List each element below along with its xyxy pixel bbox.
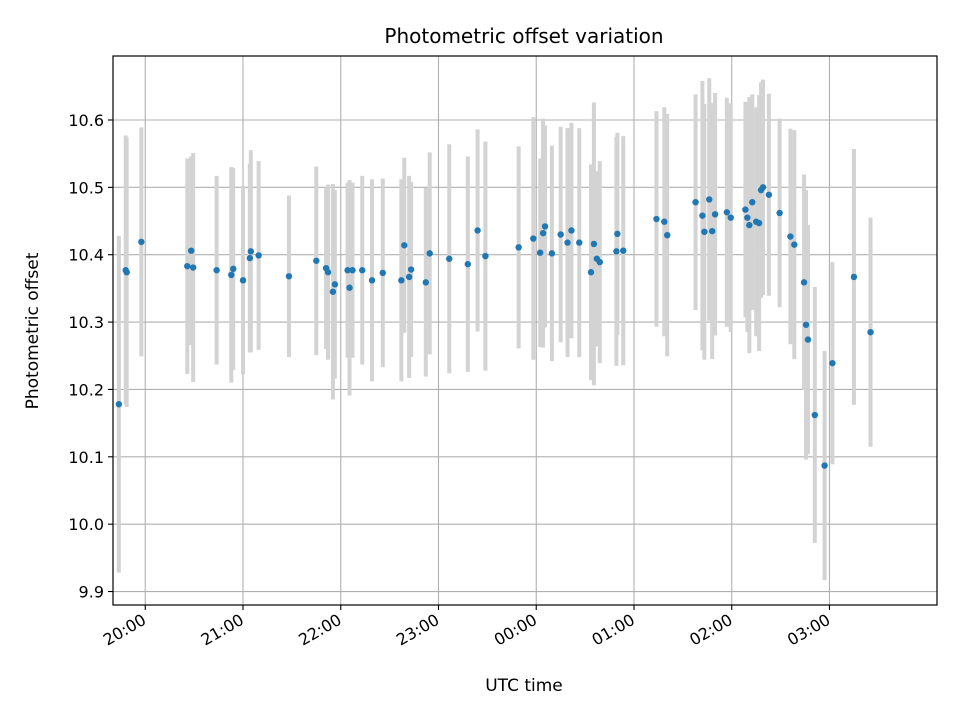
data-point [426, 250, 433, 257]
data-point [821, 462, 828, 469]
data-point [541, 223, 549, 230]
data-point [313, 257, 320, 264]
data-point [727, 214, 734, 221]
data-point [331, 281, 339, 288]
data-point [115, 401, 123, 408]
data-point [653, 215, 660, 223]
y-tick-label: 10.1 [68, 448, 104, 467]
data-point [515, 244, 522, 251]
data-point [422, 279, 429, 286]
data-point [742, 206, 749, 213]
data-point [536, 249, 544, 256]
y-tick-label: 10.2 [68, 380, 104, 399]
data-point [787, 233, 794, 240]
y-axis-title: Photometric offset [23, 252, 43, 409]
data-point [800, 279, 808, 286]
data-point [407, 266, 415, 273]
data-points [115, 184, 874, 469]
data-point [614, 230, 621, 238]
data-point [329, 288, 337, 295]
data-point [247, 248, 255, 255]
data-point [596, 258, 603, 266]
plot-frame [112, 55, 938, 606]
data-point [811, 411, 819, 419]
data-point [759, 184, 767, 191]
chart-title: Photometric offset variation [384, 24, 663, 48]
data-point [246, 254, 254, 262]
data-point [692, 198, 699, 206]
data-point [379, 269, 386, 277]
data-point [344, 267, 351, 274]
data-point [557, 231, 564, 238]
data-point [850, 273, 858, 281]
data-point [701, 228, 708, 236]
data-point [746, 221, 753, 229]
data-point [539, 229, 547, 237]
data-point [123, 269, 130, 276]
data-point [744, 214, 751, 221]
data-point [749, 198, 756, 206]
data-point [184, 262, 191, 270]
data-point [755, 219, 763, 227]
y-axis-ticks: 9.9 10.0 10.1 10.2 10.3 10.4 10.5 10.6 [68, 111, 113, 602]
data-point [804, 336, 812, 343]
data-point [576, 239, 583, 246]
data-point [401, 242, 408, 249]
data-point [187, 247, 195, 254]
data-point [189, 264, 197, 271]
data-point [711, 211, 719, 218]
data-point [474, 227, 481, 234]
data-point [138, 238, 145, 246]
data-point [368, 277, 376, 284]
data-point [213, 267, 220, 274]
data-point [405, 273, 413, 281]
data-point [706, 196, 713, 203]
data-point [530, 235, 537, 242]
data-point [661, 218, 668, 225]
data-point [776, 209, 783, 217]
y-tick-label: 10.0 [68, 515, 104, 534]
data-point [829, 359, 836, 367]
y-tick-label: 10.4 [68, 246, 104, 265]
data-point [548, 250, 556, 257]
data-point [699, 212, 706, 219]
x-axis-title: UTC time [485, 676, 563, 696]
data-point [228, 271, 235, 279]
data-point [568, 227, 575, 234]
data-point [446, 255, 453, 262]
data-point [765, 191, 773, 198]
data-point [398, 277, 405, 284]
data-point [285, 273, 293, 280]
data-point [802, 321, 810, 328]
data-point [255, 252, 262, 259]
data-point [482, 252, 489, 260]
data-point [613, 248, 620, 255]
y-tick-label: 10.5 [68, 178, 104, 197]
data-point [708, 227, 716, 235]
data-point [564, 239, 571, 246]
data-point [464, 260, 472, 268]
grid [113, 56, 937, 605]
data-point [723, 209, 731, 216]
data-point [590, 240, 598, 248]
data-point [349, 267, 356, 274]
data-point [664, 231, 671, 239]
y-tick-label: 10.3 [68, 313, 104, 332]
data-point [239, 277, 247, 284]
data-point [791, 241, 798, 248]
data-point [587, 269, 595, 276]
y-tick-label: 10.6 [68, 111, 104, 130]
data-point [867, 328, 874, 336]
data-point [230, 265, 237, 273]
data-point [620, 247, 627, 254]
data-point [359, 267, 366, 274]
data-point [346, 284, 353, 291]
data-point [324, 269, 332, 276]
y-tick-label: 9.9 [79, 583, 104, 602]
